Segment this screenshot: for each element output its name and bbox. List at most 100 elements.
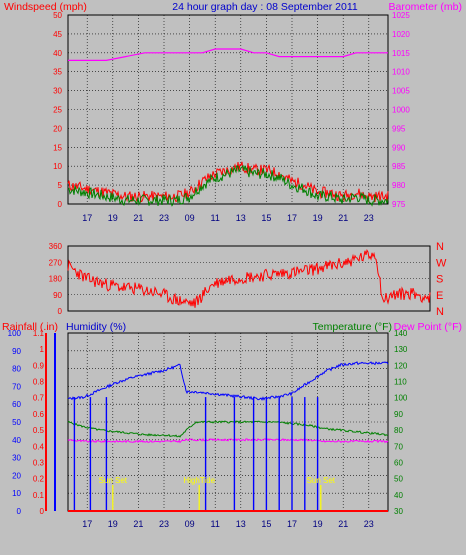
barometer-tick-label: 975 bbox=[392, 200, 406, 209]
windspeed-tick-label: 20 bbox=[53, 124, 62, 133]
x-tick-label: 13 bbox=[236, 213, 246, 223]
x-tick-label: 17 bbox=[287, 519, 297, 529]
wind-direction-line bbox=[67, 249, 431, 308]
temperature-tick-label: 30 bbox=[394, 507, 403, 516]
x-tick-label: 11 bbox=[211, 213, 220, 223]
temperature-tick-label: 110 bbox=[394, 378, 407, 387]
humidity-tick-label: 80 bbox=[12, 365, 21, 374]
barometer-tick-label: 1000 bbox=[392, 106, 410, 115]
x-tick-label: 17 bbox=[287, 213, 297, 223]
barometer-tick-label: 985 bbox=[392, 162, 406, 171]
barometer-line bbox=[68, 48, 388, 62]
temperature-tick-label: 140 bbox=[394, 329, 408, 338]
barometer-tick-label: 990 bbox=[392, 143, 406, 152]
rain-tick-label: 0.9 bbox=[33, 361, 45, 370]
rain-tick-label: 0 bbox=[40, 507, 45, 516]
x-tick-label: 21 bbox=[133, 213, 143, 223]
humidity-tick-label: 30 bbox=[12, 454, 21, 463]
windspeed-tick-label: 45 bbox=[53, 30, 62, 39]
x-tick-label: 17 bbox=[82, 519, 92, 529]
x-tick-label: 23 bbox=[364, 213, 374, 223]
x-tick-label: 21 bbox=[338, 213, 348, 223]
humidity-line bbox=[67, 361, 389, 401]
temperature-tick-label: 70 bbox=[394, 442, 403, 451]
x-tick-label: 23 bbox=[159, 519, 169, 529]
humidity-tick-label: 10 bbox=[12, 489, 21, 498]
humidity-tick-label: 90 bbox=[12, 347, 21, 356]
rainfall-axis-title: Rainfall (.in) bbox=[2, 321, 58, 333]
rain-tick-label: 1 bbox=[40, 345, 45, 354]
windspeed-tick-label: 5 bbox=[58, 181, 63, 190]
x-tick-label: 21 bbox=[338, 519, 348, 529]
barometer-tick-label: 1025 bbox=[392, 11, 410, 20]
wind-barometer-panel: 0510152025303540455097598098599099510001… bbox=[53, 11, 410, 223]
barometer-tick-label: 980 bbox=[392, 181, 406, 190]
humidity-axis-title: Humidity (%) bbox=[66, 321, 126, 333]
windspeed-tick-label: 30 bbox=[53, 87, 62, 96]
barometer-tick-label: 1015 bbox=[392, 49, 410, 58]
chart-title: 24 hour graph day : 08 September 2011 bbox=[172, 1, 358, 13]
humidity-tick-label: 0 bbox=[17, 507, 22, 516]
x-tick-label: 23 bbox=[364, 519, 374, 529]
annotation-label: Sun Set bbox=[307, 476, 336, 485]
windgust-line bbox=[67, 161, 389, 204]
rain-tick-label: 0.2 bbox=[33, 475, 45, 484]
temperature-tick-label: 100 bbox=[394, 394, 408, 403]
direction-tick-label: 180 bbox=[49, 275, 63, 284]
x-tick-label: 09 bbox=[185, 519, 195, 529]
rain-humidity-temp-panel: 0 10 20 30 40 50 60 70 80 90 100 0 0.1 0.2 0.3 0.4 0.5 0.… bbox=[8, 329, 408, 529]
x-tick-label: 15 bbox=[261, 213, 271, 223]
temperature-tick-label: 130 bbox=[394, 345, 408, 354]
temperature-tick-label: 120 bbox=[394, 361, 408, 370]
temperature-tick-label: 80 bbox=[394, 426, 403, 435]
x-tick-label: 11 bbox=[211, 519, 220, 529]
windspeed-tick-label: 40 bbox=[53, 49, 62, 58]
compass-label: E bbox=[436, 290, 443, 302]
barometer-tick-label: 1005 bbox=[392, 87, 410, 96]
windspeed-tick-label: 10 bbox=[53, 162, 62, 171]
humidity-tick-label: 50 bbox=[12, 418, 21, 427]
direction-tick-label: 270 bbox=[49, 258, 63, 267]
rain-tick-label: 0.6 bbox=[33, 410, 45, 419]
windspeed-tick-label: 35 bbox=[53, 68, 62, 77]
compass-label: N bbox=[436, 306, 444, 318]
barometer-tick-label: 995 bbox=[392, 124, 406, 133]
x-tick-label: 19 bbox=[108, 519, 118, 529]
temperature-line bbox=[67, 420, 389, 438]
x-tick-label: 09 bbox=[185, 213, 195, 223]
annotation-label: HighTide bbox=[183, 476, 215, 485]
annotation-label: Sun Set bbox=[99, 476, 128, 485]
rain-tick-label: 0.4 bbox=[33, 442, 45, 451]
direction-tick-label: 90 bbox=[53, 291, 62, 300]
humidity-tick-label: 70 bbox=[12, 382, 21, 391]
rain-tick-label: 0.1 bbox=[33, 491, 45, 500]
compass-label: W bbox=[436, 257, 447, 269]
compass-label: N bbox=[436, 241, 444, 253]
x-tick-label: 17 bbox=[82, 213, 92, 223]
x-tick-label: 19 bbox=[108, 213, 118, 223]
humidity-tick-label: 20 bbox=[12, 471, 21, 480]
rain-tick-label: 0.3 bbox=[33, 458, 45, 467]
temperature-tick-label: 90 bbox=[394, 410, 403, 419]
temperature-tick-label: 40 bbox=[394, 491, 403, 500]
rain-tick-label: 1.1 bbox=[33, 329, 45, 338]
dewpoint-axis-title: Dew Point (°F) bbox=[394, 321, 462, 333]
temperature-tick-label: 60 bbox=[394, 458, 403, 467]
windspeed-tick-label: 50 bbox=[53, 11, 62, 20]
x-tick-label: 19 bbox=[313, 213, 323, 223]
temperature-axis-title: Temperature (°F) bbox=[313, 321, 392, 333]
humidity-tick-label: 60 bbox=[12, 400, 21, 409]
rain-tick-label: 0.5 bbox=[33, 426, 45, 435]
x-tick-label: 19 bbox=[313, 519, 323, 529]
x-tick-label: 15 bbox=[261, 519, 271, 529]
x-tick-label: 21 bbox=[133, 519, 143, 529]
x-tick-label: 23 bbox=[159, 213, 169, 223]
temperature-tick-label: 50 bbox=[394, 475, 403, 484]
dewpoint-line bbox=[67, 437, 389, 444]
compass-label: S bbox=[436, 274, 443, 286]
barometer-tick-label: 1020 bbox=[392, 30, 410, 39]
direction-tick-label: 360 bbox=[49, 242, 63, 251]
barometer-axis-title: Barometer (mb) bbox=[388, 1, 462, 13]
